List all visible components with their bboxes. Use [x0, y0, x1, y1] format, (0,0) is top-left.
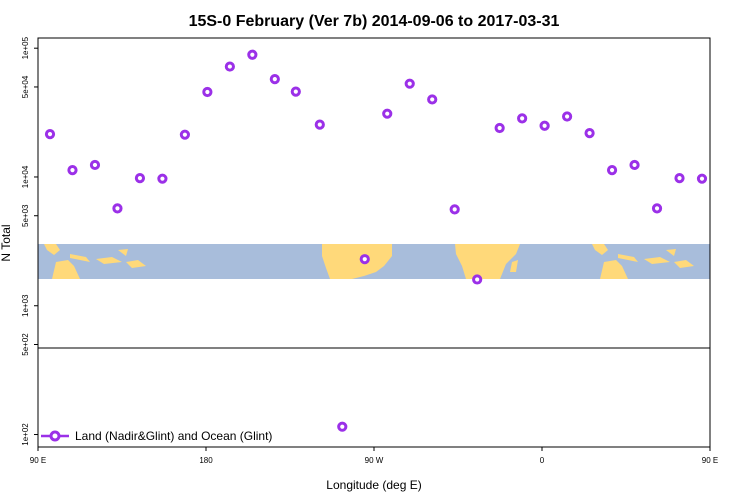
data-point — [472, 274, 483, 285]
data-point — [67, 165, 78, 176]
land-africa — [455, 244, 520, 279]
legend: Land (Nadir&Glint) and Ocean (Glint) — [41, 429, 272, 443]
land-masses — [44, 244, 694, 279]
data-point — [89, 159, 101, 171]
plot-frame — [37, 37, 711, 448]
y-tick-label: 5e+04 — [21, 75, 30, 98]
land-indonesia-left — [44, 244, 146, 268]
data-point — [202, 86, 213, 98]
data-point — [449, 204, 460, 215]
data-point — [44, 129, 56, 140]
x-tick-label: 90 E — [702, 456, 718, 465]
y-tick-label: 1e+04 — [21, 165, 30, 188]
data-points — [44, 49, 708, 432]
chart-title: 15S-0 February (Ver 7b) 2014-09-06 to 20… — [189, 13, 560, 30]
data-point — [224, 61, 235, 72]
data-point — [157, 173, 168, 184]
x-tick-label: 0 — [540, 456, 545, 465]
data-point — [629, 159, 640, 171]
land-indonesia-right — [592, 244, 694, 268]
land-australia-right — [600, 260, 628, 279]
data-point — [112, 203, 123, 214]
y-tick-label: 1e+02 — [21, 423, 30, 446]
data-point — [696, 173, 708, 184]
x-tick-label: 90 E — [30, 456, 46, 465]
data-point — [562, 111, 573, 122]
y-axis-label: N Total — [0, 224, 13, 261]
data-point — [134, 173, 146, 184]
data-point — [427, 94, 438, 105]
world-map-strip — [38, 244, 710, 279]
data-point — [382, 108, 393, 119]
data-point — [674, 173, 685, 184]
data-point — [606, 165, 618, 176]
land-australia-left — [52, 260, 80, 279]
data-point — [314, 119, 325, 130]
data-point — [359, 254, 370, 265]
land-madagascar — [510, 260, 518, 272]
x-tick-label: 90 W — [365, 456, 384, 465]
data-point — [517, 113, 528, 124]
data-point — [337, 421, 348, 432]
data-point — [247, 49, 258, 60]
data-point — [651, 203, 663, 214]
y-tick-label: 1e+03 — [21, 294, 30, 317]
data-point — [269, 74, 280, 85]
data-point — [290, 86, 301, 97]
data-point — [584, 128, 595, 139]
x-axis-label: Longitude (deg E) — [326, 478, 421, 492]
y-tick-label: 1e+05 — [21, 36, 30, 59]
y-tick-label: 5e+02 — [21, 333, 30, 356]
x-tick-label: 180 — [199, 456, 213, 465]
legend-label: Land (Nadir&Glint) and Ocean (Glint) — [75, 429, 272, 443]
land-south-america — [322, 244, 392, 279]
data-point — [494, 122, 505, 134]
data-point — [179, 129, 190, 140]
y-tick-label: 5e+03 — [21, 204, 30, 227]
legend-marker — [49, 430, 61, 442]
y-axis: 1e+02 5e+02 1e+03 5e+03 1e+04 5e+04 1e+05 — [21, 36, 38, 446]
x-axis: 90 E 180 90 W 0 90 E — [30, 447, 718, 465]
data-point — [539, 120, 550, 131]
data-point — [404, 78, 415, 89]
